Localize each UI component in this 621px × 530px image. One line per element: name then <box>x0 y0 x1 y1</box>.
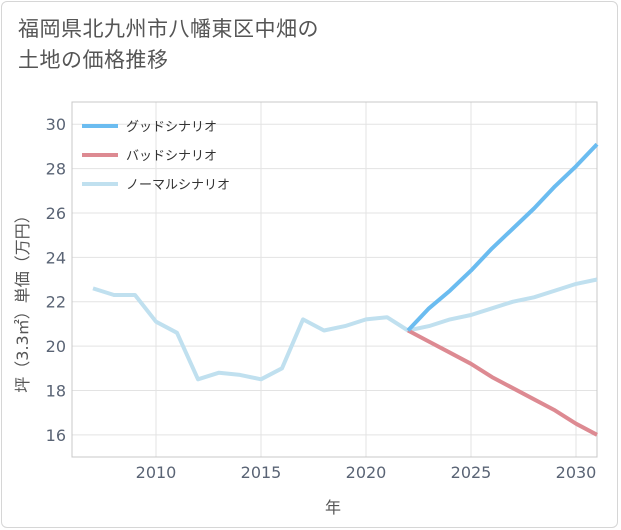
legend-label-0: グッドシナリオ <box>126 120 217 135</box>
y-tick-label: 26 <box>46 204 66 223</box>
tick-labels: 16 18 20 22 24 26 28 30 2010 2015 2020 2025 2030 <box>46 115 597 482</box>
y-tick-label: 24 <box>46 248 66 267</box>
y-tick-label: 30 <box>46 115 66 134</box>
y-tick-label: 20 <box>46 337 66 356</box>
x-tick-label: 2030 <box>556 463 597 482</box>
x-tick-label: 2025 <box>451 463 492 482</box>
series-line-2 <box>92 277 598 382</box>
x-tick-label: 2010 <box>136 463 177 482</box>
y-tick-label: 22 <box>46 293 66 312</box>
series-line-1 <box>407 328 598 437</box>
chart-title-line1: 福岡県北九州市八幡東区中畑の <box>18 17 319 41</box>
legend-label-1: バッドシナリオ <box>126 149 217 164</box>
grid <box>72 102 597 457</box>
x-axis-title: 年 <box>325 498 341 517</box>
series-lines <box>92 142 599 437</box>
y-axis-title: 坪（3.3㎡）単価（万円） <box>13 207 32 392</box>
y-tick-label: 16 <box>46 426 66 445</box>
series-line-0 <box>406 142 599 332</box>
chart-title: 福岡県北九州市八幡東区中畑の 土地の価格推移 <box>18 14 319 76</box>
x-tick-label: 2015 <box>241 463 282 482</box>
x-tick-label: 2020 <box>346 463 387 482</box>
legend-label-2: ノーマルシナリオ <box>126 178 230 193</box>
y-tick-label: 18 <box>46 381 66 400</box>
y-tick-label: 28 <box>46 160 66 179</box>
chart-title-line2: 土地の価格推移 <box>18 48 169 72</box>
